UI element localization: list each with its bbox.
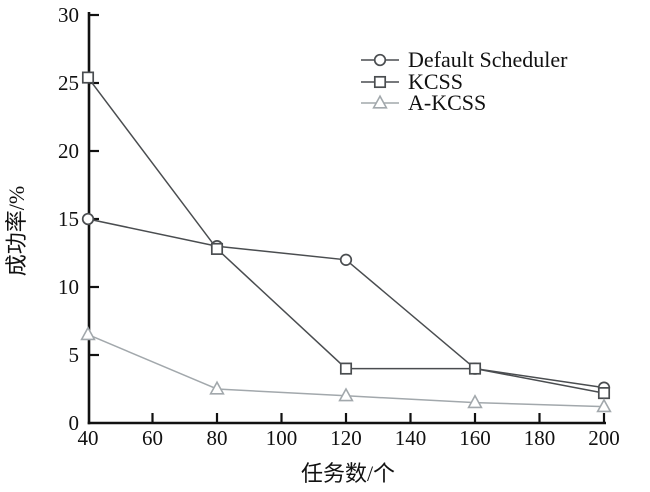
x-tick-label: 40 bbox=[78, 426, 99, 450]
legend-marker-a-kcss bbox=[372, 94, 388, 109]
x-tick-label: 100 bbox=[266, 426, 298, 450]
marker-a-kcss-80 bbox=[209, 380, 225, 395]
x-axis-title: 任务数/个 bbox=[301, 461, 395, 486]
marker-kcss-120 bbox=[339, 362, 353, 375]
y-tick-label: 15 bbox=[58, 207, 79, 231]
legend-item-default-scheduler: Default Scheduler bbox=[361, 47, 568, 72]
series-kcss bbox=[81, 71, 611, 400]
y-tick-label: 30 bbox=[58, 3, 79, 27]
marker-kcss-200 bbox=[597, 387, 611, 400]
marker-kcss-40 bbox=[81, 71, 95, 84]
y-tick-label: 25 bbox=[58, 71, 79, 95]
axes: 0 5 10 15 20 25 30 40 60 80 100 120 140 160 180 200 任务数/… bbox=[4, 3, 620, 486]
legend-marker-kcss bbox=[373, 75, 387, 89]
x-tick-label: 60 bbox=[142, 426, 163, 450]
x-tick-label: 120 bbox=[330, 426, 362, 450]
marker-default-scheduler-120 bbox=[339, 253, 353, 266]
marker-kcss-80 bbox=[210, 242, 224, 255]
y-tick-label: 0 bbox=[69, 411, 80, 435]
marker-a-kcss-120 bbox=[338, 387, 354, 402]
legend-item-a-kcss: A-KCSS bbox=[361, 90, 486, 115]
marker-a-kcss-200 bbox=[596, 398, 612, 413]
series-a-kcss bbox=[80, 326, 612, 413]
x-tick-label: 160 bbox=[459, 426, 491, 450]
marker-a-kcss-160 bbox=[467, 394, 483, 409]
x-tick-label: 180 bbox=[524, 426, 556, 450]
y-tick-label: 10 bbox=[58, 275, 79, 299]
marker-a-kcss-40 bbox=[80, 326, 96, 341]
y-axis-title: 成功率/% bbox=[4, 186, 29, 276]
marker-default-scheduler-40 bbox=[81, 212, 95, 226]
marker-kcss-160 bbox=[468, 362, 482, 375]
legend-label-kcss: KCSS bbox=[408, 69, 463, 94]
x-tick-label: 80 bbox=[207, 426, 228, 450]
legend-label-a-kcss: A-KCSS bbox=[408, 90, 486, 115]
y-tick-label: 20 bbox=[58, 139, 79, 163]
y-tick-label: 5 bbox=[69, 343, 80, 367]
legend-item-kcss: KCSS bbox=[361, 69, 463, 94]
series-line-default-scheduler bbox=[87, 218, 605, 389]
legend-marker-default-scheduler bbox=[373, 53, 387, 67]
x-tick-label: 140 bbox=[395, 426, 427, 450]
legend-label-default-scheduler: Default Scheduler bbox=[408, 47, 568, 72]
x-tick-label: 200 bbox=[588, 426, 620, 450]
